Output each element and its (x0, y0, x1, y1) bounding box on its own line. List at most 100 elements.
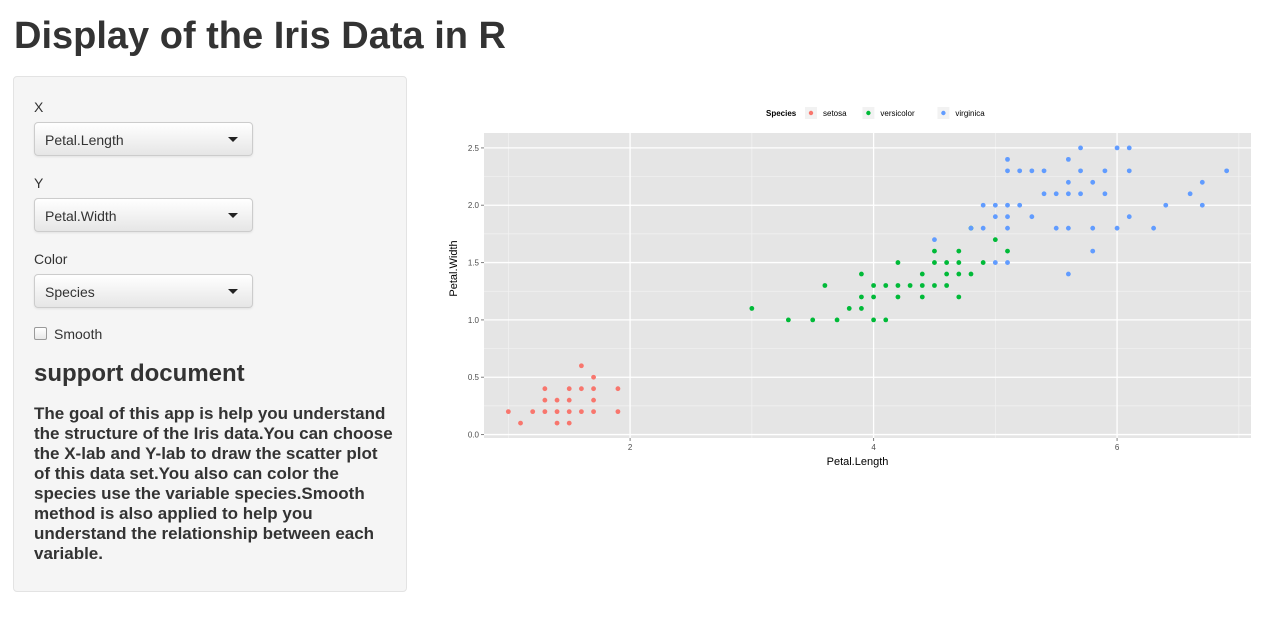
data-point-setosa (615, 386, 621, 392)
legend-marker-virginica (941, 110, 946, 116)
data-point-virginica (980, 202, 986, 208)
y-select-label: Y (34, 175, 44, 191)
data-point-versicolor (956, 271, 962, 277)
y-tick-label: 0.5 (468, 373, 480, 382)
data-point-versicolor (919, 283, 925, 288)
data-point-versicolor (883, 283, 889, 288)
data-point-setosa (530, 409, 536, 415)
data-point-virginica (1065, 271, 1071, 277)
x-variable-value: Petal.Length (45, 132, 124, 148)
data-point-virginica (1126, 168, 1132, 174)
data-point-virginica (1078, 168, 1083, 174)
data-point-virginica (1199, 202, 1205, 208)
data-point-versicolor (749, 306, 755, 311)
data-point-versicolor (956, 248, 962, 254)
legend-title: Species (766, 109, 797, 118)
data-point-setosa (578, 409, 584, 415)
data-point-setosa (518, 420, 523, 426)
data-point-versicolor (883, 317, 889, 323)
data-point-versicolor (871, 317, 876, 323)
data-point-versicolor (944, 271, 950, 277)
data-point-virginica (1053, 225, 1059, 231)
y-tick-label: 0.0 (468, 431, 480, 440)
y-tick-label: 2.0 (468, 201, 480, 210)
data-point-virginica (1005, 225, 1010, 231)
chevron-down-icon (228, 137, 238, 142)
data-point-versicolor (822, 283, 828, 288)
support-text: The goal of this app is help you underst… (34, 404, 393, 563)
color-variable-select[interactable]: Species (34, 274, 253, 308)
data-point-virginica (1126, 145, 1132, 151)
data-point-virginica (1005, 156, 1010, 162)
data-point-setosa (566, 420, 572, 426)
y-tick-label: 1.0 (468, 316, 480, 325)
x-tick-label: 6 (1115, 443, 1120, 452)
data-point-versicolor (968, 271, 974, 277)
y-variable-select[interactable]: Petal.Width (34, 198, 253, 232)
data-point-versicolor (871, 294, 876, 300)
legend-label-virginica: virginica (955, 109, 985, 118)
x-tick-label: 2 (628, 443, 633, 452)
data-point-setosa (554, 397, 560, 403)
chevron-down-icon (228, 289, 238, 294)
smooth-checkbox-label[interactable]: Smooth (54, 326, 103, 342)
data-point-virginica (992, 214, 998, 220)
data-point-versicolor (980, 260, 986, 265)
y-tick-label: 2.5 (468, 144, 480, 153)
data-point-setosa (566, 397, 572, 403)
data-point-versicolor (859, 271, 864, 277)
data-point-versicolor (846, 306, 852, 311)
data-point-setosa (591, 374, 596, 380)
legend-label-versicolor: versicolor (880, 109, 915, 118)
data-point-virginica (1005, 202, 1010, 208)
data-point-virginica (1090, 248, 1096, 254)
data-point-versicolor (785, 317, 791, 323)
data-point-setosa (505, 409, 511, 415)
chevron-down-icon (228, 213, 238, 218)
page-title: Display of the Iris Data in R (14, 15, 506, 57)
x-select-label: X (34, 99, 44, 115)
data-point-virginica (1065, 225, 1071, 231)
data-point-virginica (1102, 191, 1108, 197)
data-point-virginica (968, 225, 974, 231)
data-point-versicolor (919, 294, 925, 300)
data-point-versicolor (871, 283, 876, 288)
data-point-setosa (591, 409, 596, 415)
data-point-versicolor (895, 260, 901, 265)
data-point-virginica (1017, 202, 1023, 208)
color-select-label: Color (34, 251, 68, 267)
data-point-virginica (980, 225, 986, 231)
data-point-versicolor (992, 237, 998, 243)
data-point-setosa (591, 397, 596, 403)
y-tick-label: 1.5 (468, 259, 480, 268)
data-point-virginica (992, 202, 998, 208)
data-point-virginica (1029, 168, 1035, 174)
data-point-virginica (1029, 214, 1035, 220)
x-variable-select[interactable]: Petal.Length (34, 122, 253, 156)
legend-label-setosa: setosa (823, 109, 847, 118)
data-point-versicolor (956, 294, 962, 300)
data-point-versicolor (932, 260, 937, 265)
x-axis-title: Petal.Length (827, 456, 889, 468)
data-point-virginica (1102, 168, 1108, 174)
smooth-checkbox[interactable] (34, 327, 47, 340)
data-point-versicolor (932, 283, 937, 288)
data-point-virginica (992, 260, 998, 265)
data-point-virginica (1005, 214, 1010, 220)
data-point-setosa (591, 386, 596, 392)
data-point-setosa (615, 409, 621, 415)
data-point-virginica (1041, 191, 1047, 197)
y-variable-value: Petal.Width (45, 208, 117, 224)
data-point-versicolor (895, 283, 901, 288)
support-heading: support document (34, 360, 245, 387)
data-point-setosa (566, 386, 572, 392)
data-point-setosa (542, 409, 548, 415)
data-point-virginica (1114, 225, 1120, 231)
x-tick-label: 4 (871, 443, 876, 452)
data-point-versicolor (834, 317, 840, 323)
data-point-virginica (932, 237, 937, 243)
sidebar-panel: X Petal.Length Y Petal.Width Color Speci… (13, 76, 407, 592)
legend-marker-setosa (808, 110, 814, 116)
plot-panel (484, 133, 1251, 438)
data-point-virginica (1078, 191, 1083, 197)
